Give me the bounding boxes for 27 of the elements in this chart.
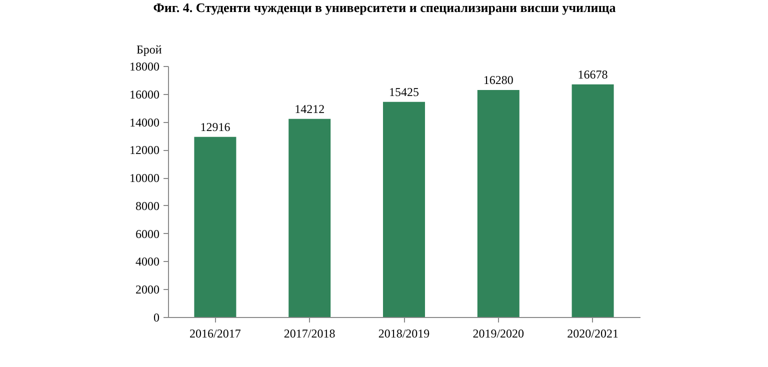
y-axis-title: Брой (136, 42, 162, 56)
x-tick-label: 2018/2019 (378, 326, 430, 340)
data-label: 16678 (578, 67, 608, 82)
data-label: 15425 (389, 84, 419, 99)
y-tick-label: 6000 (136, 226, 160, 241)
x-tick-label: 2016/2017 (190, 326, 241, 340)
bar (383, 102, 425, 317)
bar (477, 90, 520, 317)
data-label: 14212 (294, 102, 325, 116)
bar (194, 136, 236, 317)
y-tick-label: 2000 (136, 282, 160, 297)
y-tick-label: 4000 (136, 254, 160, 269)
chart-title: Фиг. 4. Студенти чужденци в университети и специализирани висши училища (153, 0, 616, 15)
y-tick-label: 8000 (136, 198, 160, 213)
x-tick-label: 2020/2021 (567, 326, 618, 340)
y-tick-label: 10000 (130, 171, 160, 186)
y-tick-label: 0 (154, 310, 160, 324)
data-label: 16280 (483, 72, 514, 87)
y-tick-label: 14000 (130, 115, 160, 130)
y-tick-label: 18000 (130, 60, 160, 74)
y-tick-label: 12000 (130, 143, 160, 158)
y-tick-label: 16000 (130, 87, 160, 102)
bar (288, 118, 331, 317)
x-tick-label: 2017/2018 (284, 326, 336, 340)
x-tick-label: 2019/2020 (472, 326, 524, 340)
data-label: 12916 (200, 120, 230, 134)
bar (572, 84, 614, 317)
